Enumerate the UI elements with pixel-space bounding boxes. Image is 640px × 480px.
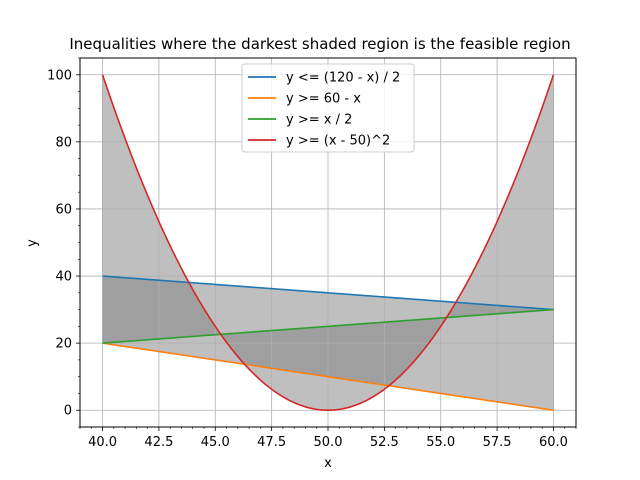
x-tick-label: 47.5 [257,435,286,450]
x-tick-label: 52.5 [370,435,399,450]
x-tick-label: 55.0 [426,435,455,450]
series-line-1 [102,275,554,311]
legend-entry-label: y >= 60 - x [286,92,361,107]
x-tick-label: 50.0 [314,435,343,450]
axis-ticks: 40.0 42.5 45.0 47.5 50.0 52.5 55.0 57.5 60.0 0 20 4… [47,57,577,450]
y-axis-label: y [25,239,40,247]
y-tick-label: 40 [55,270,72,285]
legend: y <= (120 - x) / 2 y >= 60 - x y >= x / 2 y… [241,63,415,153]
y-tick-label: 0 [64,404,72,419]
legend-entry-label: y >= x / 2 [286,113,352,128]
x-tick-label: 45.0 [201,435,230,450]
series-line-2 [102,342,554,412]
x-tick-label: 57.5 [483,435,512,450]
x-tick-label: 42.5 [144,435,173,450]
legend-entry-label: y <= (120 - x) / 2 [286,71,400,86]
x-tick-label: 40.0 [88,435,117,450]
y-tick-label: 20 [55,337,72,352]
legend-box [241,63,415,153]
grid-lines [80,58,576,427]
x-tick-label: 60.0 [539,435,568,450]
chart-title: Inequalities where the darkest shaded re… [69,35,570,53]
y-tick-label: 60 [55,202,72,217]
series-lines [101,74,555,412]
series-line-3 [102,308,554,344]
y-tick-label: 100 [47,68,72,83]
x-axis-label: x [324,456,332,471]
y-tick-label: 80 [55,135,72,150]
series-line-4 [101,74,555,412]
legend-entry-label: y >= (x - 50)^2 [286,134,390,149]
